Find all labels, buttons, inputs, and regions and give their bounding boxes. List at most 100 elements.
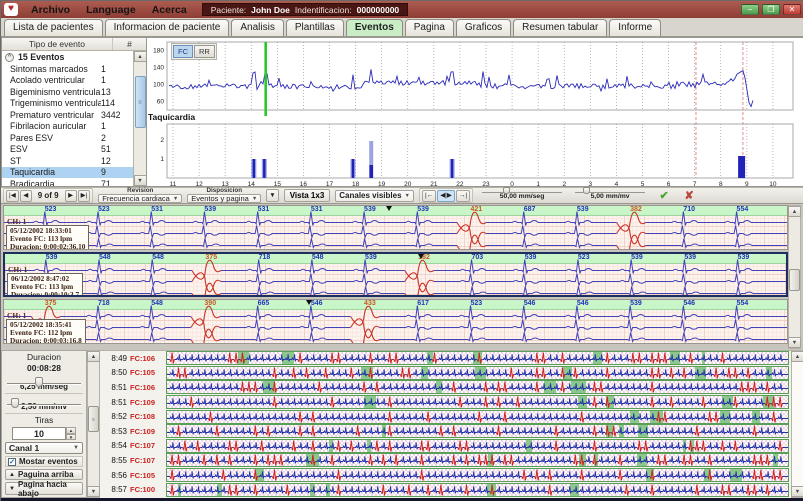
ecg-strip[interactable]: 5395485483757185485393827035395235395395…: [3, 252, 788, 297]
page-gain-slider[interactable]: [5, 396, 83, 401]
page-row[interactable]: 8:52FC:108: [100, 409, 791, 424]
page-row[interactable]: 8:51FC:109: [100, 395, 791, 410]
first-event-button[interactable]: |◀: [6, 190, 19, 202]
go-end-button[interactable]: →|: [456, 190, 470, 202]
center-event-button[interactable]: ◀|▶: [437, 190, 455, 202]
scroll-up-icon[interactable]: ▲: [791, 351, 803, 362]
restore-button[interactable]: ❐: [762, 4, 780, 15]
canal-dropdown[interactable]: Canal 1 ▼: [5, 442, 83, 454]
row-wave-canvas: [167, 352, 788, 364]
scroll-up-icon[interactable]: ▲: [788, 206, 801, 217]
page-row[interactable]: 8:55FC:107: [100, 453, 791, 468]
canales-visibles-dropdown[interactable]: Canales visibles ▼: [335, 190, 414, 202]
page-row[interactable]: 8:56FC:105: [100, 468, 791, 483]
tab-informe[interactable]: Informe: [609, 19, 661, 36]
tab-plantillas[interactable]: Plantillas: [286, 19, 344, 36]
event-row[interactable]: Taquicardia9: [2, 167, 133, 179]
disposicion-dropdown[interactable]: Eventos y pagina ▼: [187, 194, 261, 203]
page-scroll-thumb[interactable]: ≡: [88, 406, 99, 432]
last-event-button[interactable]: ▶|: [78, 190, 91, 202]
right-scrollbar[interactable]: ▲ ▼: [791, 350, 803, 498]
event-row[interactable]: Bradicardia71: [2, 178, 133, 186]
page-row[interactable]: 8:53FC:109: [100, 424, 791, 439]
event-row[interactable]: Sintomas marcados1: [2, 63, 133, 75]
pagina-arriba-button[interactable]: ▲ Paguina arriba: [5, 469, 83, 480]
page-scrollbar[interactable]: ▲ ≡ ▼: [87, 350, 100, 498]
tab-resumen-tabular[interactable]: Resumen tabular: [513, 19, 607, 36]
event-row[interactable]: Trigeminismo ventricular114: [2, 98, 133, 110]
page-speed-slider[interactable]: [5, 375, 83, 380]
event-list-scrollbar[interactable]: ▲ ≡ ▼: [133, 51, 146, 186]
close-button[interactable]: ✕: [783, 4, 801, 15]
page-gain-thumb[interactable]: [11, 398, 19, 408]
tiras-spinner[interactable]: 10 ▲ ▼: [5, 427, 83, 440]
ecg-strip[interactable]: 3757185483906655464336175235465465395465…: [3, 299, 788, 344]
tab-graficos[interactable]: Graficos: [456, 19, 511, 36]
scroll-up-icon[interactable]: ▲: [134, 51, 147, 62]
tab-pagina[interactable]: Pagina: [405, 19, 454, 36]
next-event-button[interactable]: ▶: [65, 190, 77, 202]
event-row[interactable]: Fibrilacion auricular1: [2, 121, 133, 133]
row-fc: FC:100: [130, 485, 166, 494]
pagina-abajo-button[interactable]: ▼ Pagina hacia abajo: [5, 482, 83, 495]
speed-slider-thumb[interactable]: [503, 187, 510, 194]
menu-acerca[interactable]: Acerca: [145, 3, 194, 17]
tiras-label: Tiras: [5, 416, 83, 425]
tab-lista-de-pacientes[interactable]: Lista de pacientes: [4, 19, 103, 36]
prev-event-button[interactable]: ◀: [20, 190, 32, 202]
row-wave: [166, 424, 789, 438]
row-wave: [166, 395, 789, 409]
page-speed-thumb[interactable]: [35, 377, 43, 387]
speed-value: 50,00 mm/seg: [478, 193, 566, 201]
trend-chart[interactable]: FC RR 1112131415161718192021222301234567…: [147, 37, 803, 187]
go-start-button[interactable]: |←: [422, 190, 436, 202]
strips-scroll-thumb[interactable]: [789, 269, 800, 291]
event-row[interactable]: Bigeminismo ventricular13: [2, 86, 133, 98]
spin-down-icon[interactable]: ▼: [66, 434, 76, 441]
mostar-eventos-checkbox[interactable]: ✓ Mostar eventos: [5, 456, 83, 467]
tab-informacion-de-paciente[interactable]: Informacion de paciente: [105, 19, 230, 36]
speed-slider[interactable]: 50,00 mm/seg: [478, 188, 566, 203]
tab-eventos[interactable]: Eventos: [346, 19, 403, 36]
tiras-value[interactable]: 10: [12, 427, 66, 440]
scroll-thumb[interactable]: ≡: [135, 76, 146, 128]
gain-slider[interactable]: 5,00 mm/mv: [571, 188, 649, 203]
col-count: #: [112, 38, 146, 50]
menu-language[interactable]: Language: [79, 3, 143, 17]
reject-button[interactable]: ✘: [679, 189, 699, 202]
strips-scrollbar[interactable]: ▲ ▼: [788, 205, 801, 349]
event-row[interactable]: Pares ESV2: [2, 132, 133, 144]
tab-analisis[interactable]: Analisis: [231, 19, 283, 36]
rr-toggle-button[interactable]: RR: [194, 45, 215, 58]
page-row[interactable]: 8:54FC:107: [100, 439, 791, 454]
scroll-up-icon[interactable]: ▲: [87, 351, 100, 362]
row-wave-canvas: [167, 381, 788, 393]
fc-toggle-button[interactable]: FC: [173, 45, 193, 58]
event-row[interactable]: Prematuro ventricular3442: [2, 109, 133, 121]
checkbox-check-icon[interactable]: ✓: [8, 458, 16, 466]
revision-dropdown[interactable]: Frecuencia cardiaca ▼: [98, 194, 182, 203]
layout-dropdown-button[interactable]: ▼: [266, 189, 278, 202]
event-count: 1: [101, 75, 133, 85]
ecg-strip[interactable]: 5235235315395315315395394216875393827105…: [3, 205, 788, 250]
accept-button[interactable]: ✔: [654, 189, 674, 202]
gain-slider-thumb[interactable]: [583, 187, 590, 194]
row-wave-canvas: [167, 367, 788, 379]
vista-1x3-button[interactable]: Vista 1x3: [284, 189, 331, 202]
page-row[interactable]: 8:49FC:106: [100, 351, 791, 366]
scroll-down-icon[interactable]: ▼: [87, 486, 100, 497]
event-row[interactable]: ESV51: [2, 144, 133, 156]
scroll-down-icon[interactable]: ▼: [791, 486, 803, 497]
page-row[interactable]: 8:57FC:100: [100, 482, 791, 497]
row-time: 8:56: [100, 471, 130, 480]
page-row[interactable]: 8:50FC:105: [100, 366, 791, 381]
page-row[interactable]: 8:51FC:106: [100, 380, 791, 395]
event-row[interactable]: Acolado ventricular1: [2, 75, 133, 87]
event-group-row[interactable]: ^15 Eventos: [2, 51, 133, 63]
minimize-button[interactable]: −: [741, 4, 759, 15]
scroll-down-icon[interactable]: ▼: [788, 337, 801, 348]
scroll-down-icon[interactable]: ▼: [134, 175, 147, 186]
event-row[interactable]: ST12: [2, 155, 133, 167]
menu-archivo[interactable]: Archivo: [24, 3, 77, 17]
collapse-icon[interactable]: ^: [5, 53, 14, 62]
